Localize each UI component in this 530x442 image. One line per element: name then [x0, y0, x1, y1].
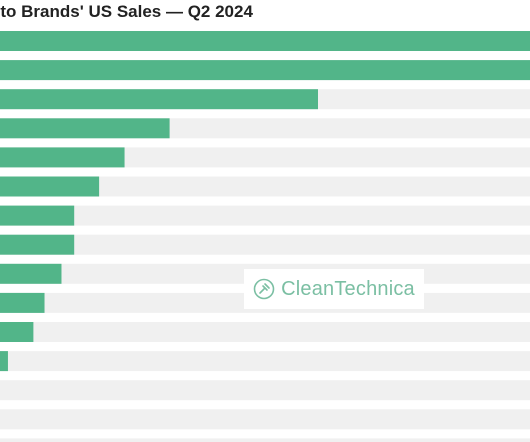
- bar-track: [0, 409, 530, 430]
- bar: [0, 31, 530, 51]
- bar-track: [0, 234, 530, 255]
- bar: [0, 322, 34, 342]
- bar: [0, 89, 318, 110]
- bar: [0, 234, 75, 255]
- bar-track: [0, 380, 530, 401]
- cleantechnica-watermark: CleanTechnica: [244, 269, 424, 309]
- bar: [0, 205, 75, 226]
- bar-track: [0, 438, 530, 442]
- bar: [0, 118, 170, 139]
- bar-track: [0, 322, 530, 342]
- bar: [0, 147, 125, 168]
- bar-track: [0, 351, 530, 372]
- watermark-text: CleanTechnica: [281, 277, 415, 300]
- bar-track: [0, 176, 530, 197]
- plug-leaf-icon: [253, 278, 275, 300]
- bar: [0, 351, 8, 372]
- bar: [0, 292, 45, 313]
- chart-title: uto Brands' US Sales — Q2 2024: [0, 2, 253, 21]
- bar-track: [0, 205, 530, 226]
- bar: [0, 176, 100, 197]
- bar: [0, 263, 62, 284]
- bar-track: [0, 147, 530, 168]
- bar: [0, 60, 530, 81]
